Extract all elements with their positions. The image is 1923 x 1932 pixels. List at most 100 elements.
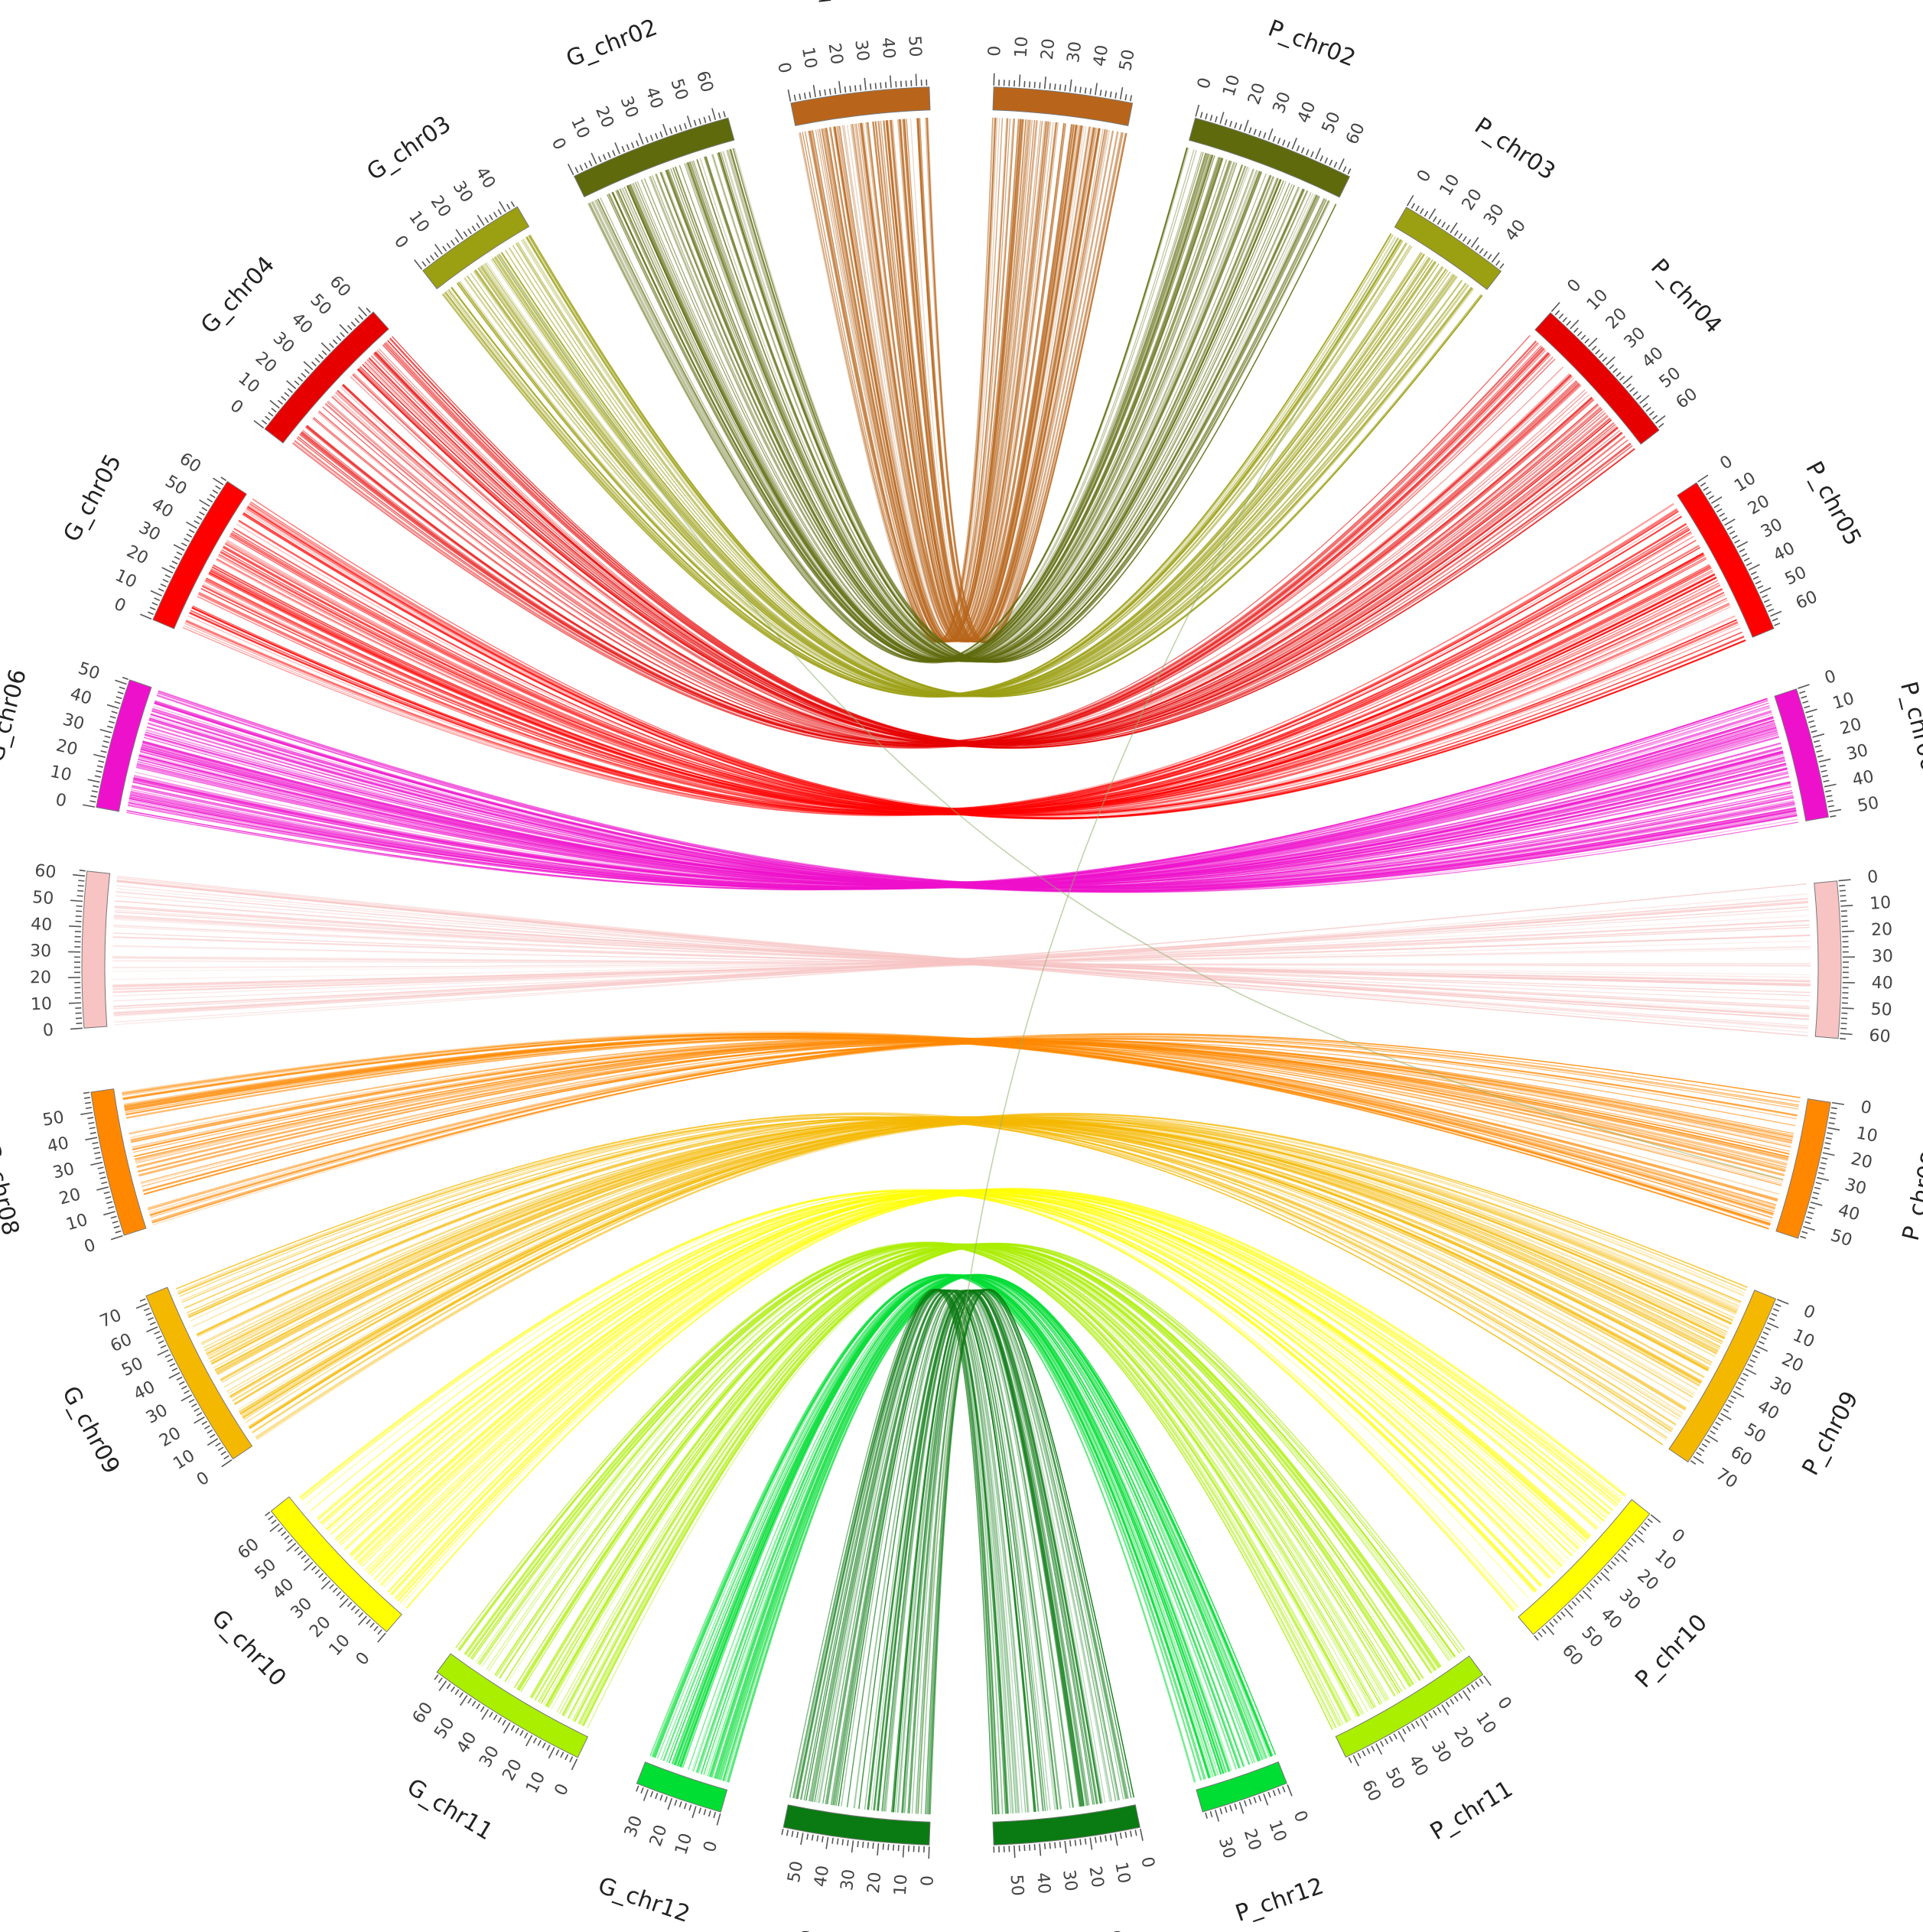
minor-tick	[900, 80, 903, 87]
synteny-link	[220, 551, 1723, 815]
minor-tick	[1830, 1107, 1838, 1110]
minor-tick	[1607, 1564, 1613, 1570]
minor-tick	[1267, 1791, 1271, 1798]
minor-tick	[1129, 95, 1133, 102]
minor-tick	[87, 1117, 94, 1120]
minor-tick	[649, 135, 654, 141]
synteny-link	[919, 118, 1127, 643]
minor-tick	[1258, 1795, 1262, 1802]
minor-tick	[1749, 1359, 1756, 1364]
tick-label: 0	[773, 60, 794, 75]
synteny-link	[710, 1274, 1264, 1778]
major-tick	[146, 1326, 158, 1333]
synteny-link	[799, 118, 1009, 643]
chromosome-label: P_chr08	[1898, 1149, 1923, 1244]
minor-tick	[1033, 81, 1036, 89]
major-tick	[1777, 1299, 1789, 1305]
synteny-link	[116, 877, 1808, 1033]
minor-tick	[438, 1677, 443, 1683]
minor-tick	[1696, 1452, 1702, 1456]
minor-tick	[451, 1686, 455, 1693]
minor-tick	[1799, 691, 1806, 694]
minor-tick	[897, 1845, 900, 1852]
minor-tick	[181, 1385, 187, 1390]
major-tick	[825, 1836, 829, 1849]
minor-tick	[1595, 349, 1601, 355]
minor-tick	[1701, 1442, 1708, 1448]
synteny-link	[144, 735, 1792, 889]
synteny-link	[129, 1036, 1787, 1169]
minor-tick	[1371, 1745, 1375, 1752]
minor-tick	[1571, 1601, 1577, 1607]
chromosome-band	[1189, 117, 1351, 198]
tick-label: 30	[1480, 200, 1508, 229]
chromosome-label: G_chr04	[196, 251, 280, 339]
synteny-link	[495, 1244, 1385, 1703]
minor-tick	[1584, 338, 1590, 344]
tick-label: 10	[112, 566, 139, 592]
synteny-link	[846, 120, 1035, 642]
minor-tick	[811, 1834, 814, 1841]
minor-tick	[1557, 1615, 1562, 1621]
synteny-link	[116, 877, 1809, 1029]
minor-tick	[1817, 1172, 1824, 1175]
tick-label: 0	[1137, 1856, 1157, 1870]
minor-tick	[277, 399, 284, 405]
minor-tick	[102, 740, 109, 743]
minor-tick	[1453, 1696, 1459, 1702]
tick-label: 30	[621, 1813, 646, 1840]
minor-tick	[1644, 1522, 1650, 1527]
tick-label: 30	[476, 1743, 503, 1771]
chromosome-label: G_chr08	[0, 1140, 24, 1238]
minor-tick	[210, 493, 216, 499]
minor-tick	[184, 1390, 190, 1394]
tick-label: 20	[1459, 186, 1486, 214]
minor-tick	[265, 1511, 271, 1517]
synteny-link	[209, 1119, 1709, 1371]
minor-tick	[304, 1558, 310, 1563]
minor-tick	[1746, 562, 1752, 567]
tick-label: 50	[1381, 1764, 1408, 1792]
minor-tick	[301, 372, 307, 378]
major-tick	[1827, 1127, 1840, 1131]
synteny-link	[181, 1113, 1684, 1414]
major-tick	[643, 1789, 649, 1801]
minor-tick	[281, 1531, 287, 1537]
synteny-link	[113, 926, 1811, 984]
major-tick	[686, 115, 692, 128]
minor-tick	[336, 335, 342, 341]
minor-tick	[294, 1547, 300, 1552]
minor-tick	[1705, 490, 1712, 496]
minor-tick	[340, 332, 345, 338]
tick-label: 20	[57, 1185, 83, 1208]
tick-label: 20	[864, 1872, 886, 1895]
major-tick	[1697, 474, 1709, 483]
minor-tick	[99, 1176, 106, 1179]
major-tick	[1693, 1456, 1704, 1464]
minor-tick	[1445, 224, 1450, 231]
major-tick	[1822, 1152, 1835, 1156]
minor-tick	[92, 1141, 99, 1145]
synteny-link	[792, 1288, 997, 1815]
chromosome-label: G_chr13	[794, 1927, 892, 1932]
minor-tick	[515, 1727, 519, 1734]
minor-tick	[176, 1376, 183, 1381]
minor-tick	[1807, 720, 1815, 724]
minor-tick	[1712, 1426, 1719, 1430]
minor-tick	[821, 1836, 824, 1843]
chromosome-band	[1394, 207, 1502, 291]
minor-tick	[884, 82, 887, 89]
tick-label: 40	[1596, 1605, 1625, 1633]
chromosome-label: G_chr02	[563, 14, 662, 73]
synteny-link	[155, 700, 1796, 889]
minor-tick	[112, 1220, 119, 1224]
minor-tick	[1721, 517, 1728, 522]
minor-tick	[1762, 594, 1768, 599]
minor-tick	[358, 314, 364, 320]
minor-tick	[1808, 1206, 1815, 1210]
tick-label: 10	[326, 1631, 354, 1660]
minor-tick	[476, 1703, 480, 1709]
minor-tick	[1774, 623, 1781, 626]
minor-tick	[162, 578, 169, 583]
